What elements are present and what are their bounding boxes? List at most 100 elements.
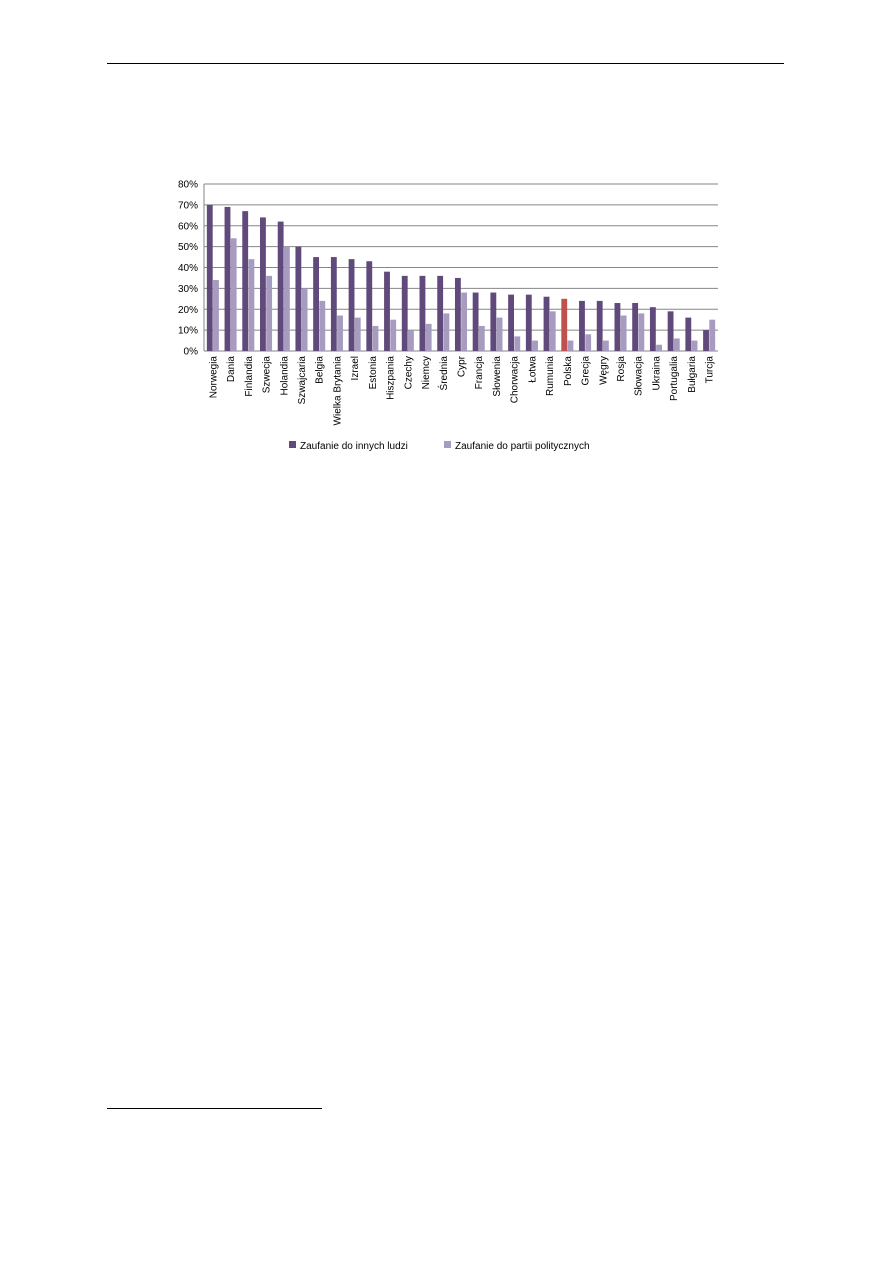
bar-series-2 (549, 311, 556, 351)
bar-series-2 (656, 344, 662, 351)
bar-series-1 (508, 294, 514, 351)
footnote-rule (107, 1108, 322, 1109)
bar-series-1 (525, 294, 532, 351)
bar-series-1 (596, 300, 603, 351)
bar-series-1 (667, 311, 674, 351)
bar-series-1 (384, 271, 390, 351)
x-tick-label: Szwajcaria (297, 356, 308, 405)
legend-swatch-series-2 (444, 441, 451, 448)
y-tick-label: 60% (178, 221, 198, 232)
x-tick-label: Chorwacja (510, 356, 521, 404)
x-tick-label: Finlandia (244, 356, 255, 397)
bar-series-2 (496, 317, 503, 351)
legend: Zaufanie do innych ludzi Zaufanie do par… (289, 441, 590, 452)
bar-series-2 (408, 330, 414, 351)
bar-series-1 (437, 275, 444, 351)
bar-series-2 (620, 315, 627, 351)
x-tick-label: Słowacja (634, 356, 645, 396)
x-tick-label: Rosja (616, 356, 627, 382)
bar-series-2 (478, 325, 485, 351)
bar-series-2 (673, 338, 680, 351)
bar-series-2 (390, 319, 397, 351)
bar-series-1 (614, 302, 621, 351)
bar-series-2 (461, 292, 468, 351)
bar-series-1 (366, 261, 373, 351)
bar-series-2 (213, 280, 219, 351)
bar-series-2 (319, 300, 326, 351)
x-tick-label: Norwegia (208, 356, 219, 399)
bar-series-2 (709, 319, 716, 351)
bar-series-1 (703, 330, 709, 351)
bar-series-1 (454, 277, 461, 351)
x-tick-label: Hiszpania (386, 356, 397, 400)
bar-series-1 (472, 292, 479, 351)
bar-series-1 (330, 257, 337, 351)
x-tick-label: Bułgaria (687, 356, 698, 393)
trust-bar-chart: 0% 10% 20% 30% 40% 50% 60% 70% 80% Norwegia Dania… (160, 170, 730, 465)
y-tick-label: 70% (178, 200, 198, 211)
x-tick-label: Niemcy (421, 356, 432, 389)
bar-series-2 (301, 288, 308, 351)
legend-label-series-1: Zaufanie do innych ludzi (300, 441, 408, 452)
legend-label-series-2: Zaufanie do partii politycznych (455, 441, 590, 452)
bar-series-1 (313, 257, 320, 351)
bar-series-2 (585, 334, 592, 351)
bar-series-1 (419, 275, 426, 351)
bar-series-2 (567, 340, 574, 351)
bar-series-1 (685, 317, 692, 351)
bar-series-2 (638, 313, 645, 351)
chart-svg: 0% 10% 20% 30% 40% 50% 60% 70% 80% Norwegia Dania… (178, 180, 718, 452)
bar-series-1 (490, 292, 497, 351)
x-tick-label: Polska (563, 356, 574, 386)
x-tick-label: Słowenia (492, 356, 503, 397)
x-tick-label: Łotwa (527, 356, 538, 383)
x-tick-label: Ukraina (651, 356, 662, 391)
y-tick-label: 10% (178, 326, 198, 337)
x-tick-label: Rumunia (545, 356, 556, 396)
x-tick-label: Szwecja (262, 356, 273, 394)
bar-series-2 (230, 238, 237, 351)
x-tick-label: Portugalia (669, 356, 680, 401)
bar-series-1 (543, 296, 550, 351)
bar-series-2 (337, 315, 343, 351)
header-rule (107, 63, 784, 64)
bar-series-2 (372, 325, 379, 351)
bar-series-2 (532, 340, 538, 351)
x-tick-label: Turcja (705, 356, 716, 384)
bar-series-1 (295, 246, 302, 351)
bar-series-2 (514, 336, 521, 351)
x-tick-label: Estonia (368, 356, 379, 390)
x-tick-label: Średnia (437, 356, 450, 391)
y-tick-label: 20% (178, 305, 198, 316)
bar-series-1 (260, 217, 266, 351)
x-tick-label: Grecja (581, 356, 592, 386)
bar-series-1 (206, 204, 213, 351)
x-tick-label: Węgry (598, 356, 609, 385)
bar-series-1 (579, 300, 585, 351)
bar-series-2 (425, 323, 432, 351)
bar-series-1 (649, 307, 656, 351)
bar-series-2 (602, 340, 609, 351)
y-tick-label: 0% (184, 347, 199, 358)
y-tick-label: 30% (178, 284, 198, 295)
y-tick-label: 80% (178, 180, 198, 191)
y-tick-label: 40% (178, 263, 198, 274)
x-tick-label: Wielka Brytania (332, 356, 343, 426)
bar-series-2 (443, 313, 450, 351)
bar-series-1 (401, 275, 408, 351)
x-tick-label: Dania (226, 356, 237, 383)
bar-series-2 (283, 246, 290, 351)
bar-series-2 (266, 275, 273, 351)
x-tick-label: Czechy (403, 356, 414, 389)
bar-series-2 (691, 340, 698, 351)
bar-series-1 (561, 298, 568, 351)
y-tick-labels: 0% 10% 20% 30% 40% 50% 60% 70% 80% (178, 180, 198, 358)
legend-swatch-series-1 (289, 441, 296, 448)
bar-series-1 (224, 206, 231, 351)
bar-series-1 (348, 259, 355, 351)
bar-series-1 (632, 302, 639, 351)
y-tick-label: 50% (178, 242, 198, 253)
x-tick-label: Izrael (350, 356, 361, 380)
bar-series-2 (354, 317, 361, 351)
bar-series-1 (277, 221, 284, 351)
